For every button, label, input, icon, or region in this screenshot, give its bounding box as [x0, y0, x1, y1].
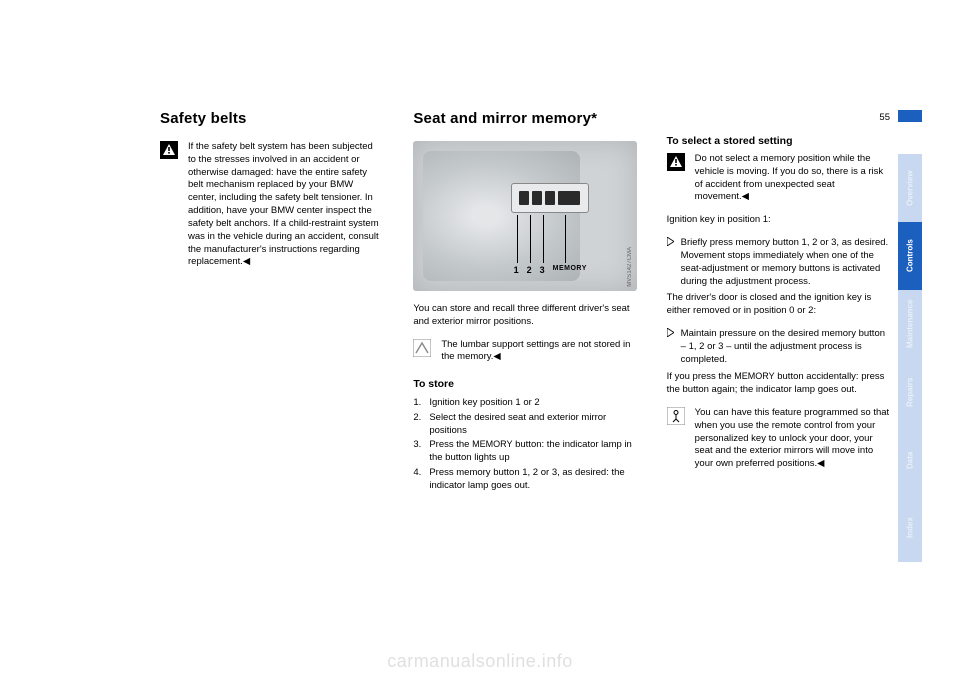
tab-index[interactable]: Index	[898, 494, 922, 562]
callout-line-3	[543, 215, 544, 263]
para-door-closed: The driver's door is closed and the igni…	[667, 292, 890, 318]
tab-repairs[interactable]: Repairs	[898, 358, 922, 426]
store-item-4: 4. Press memory button 1, 2 or 3, as des…	[413, 466, 636, 493]
col-left: Safety belts If the safety belt system h…	[160, 110, 383, 493]
key-memory-icon	[667, 407, 689, 430]
store-item-2: 2. Select the desired seat and exterior …	[413, 411, 636, 438]
tab-data[interactable]: Data	[898, 426, 922, 494]
figure-btn-1	[519, 191, 529, 205]
figure-memory-buttons: 1 2 3 MEMORY MVS1427CMA	[413, 141, 636, 291]
content-area: Safety belts If the safety belt system h…	[160, 110, 890, 638]
bullet-1b: Movement stops immediately when one of t…	[681, 250, 890, 288]
right-warning-text: Do not select a memory position while th…	[695, 153, 890, 204]
side-tabs: Overview Controls Maintenance Repairs Da…	[898, 154, 922, 562]
bullet-1-text: Briefly press memory button 1, 2 or 3, a…	[681, 237, 890, 288]
bullet-1: Briefly press memory button 1, 2 or 3, a…	[667, 237, 890, 288]
corner-marker	[898, 110, 922, 122]
warning-icon	[667, 153, 689, 176]
subheading-to-store: To store	[413, 378, 636, 390]
col-right: To select a stored setting Do not select…	[667, 110, 890, 493]
warning-icon	[160, 141, 182, 164]
store-num-2: 2.	[413, 411, 425, 438]
store-text-4: Press memory button 1, 2 or 3, as desire…	[429, 466, 636, 493]
manual-page: 55 Overview Controls Maintenance Repairs…	[0, 0, 960, 678]
spacer	[667, 110, 890, 135]
ignition-line: Ignition key in position 1:	[667, 214, 890, 227]
key-tip-text: You can have this feature programmed so …	[695, 407, 890, 471]
para3a: If you press the	[667, 371, 735, 382]
callout-label-1: 1	[514, 265, 519, 275]
store-text-1: Ignition key position 1 or 2	[429, 396, 539, 409]
callout-label-memory: MEMORY	[553, 265, 587, 272]
tip-text: The lumbar support settings are not stor…	[441, 339, 636, 365]
figure-callouts: 1 2 3 MEMORY	[509, 215, 591, 281]
center-intro: You can store and recall three different…	[413, 303, 636, 329]
callout-line-2	[530, 215, 531, 263]
callout-label-2: 2	[527, 265, 532, 275]
tab-overview[interactable]: Overview	[898, 154, 922, 222]
heading-seat-mirror: Seat and mirror memory*	[413, 110, 636, 127]
warning-block: If the safety belt system has been subje…	[160, 141, 383, 269]
tip-icon	[413, 339, 435, 362]
tip-block: The lumbar support settings are not stor…	[413, 339, 636, 365]
tab-controls[interactable]: Controls	[898, 222, 922, 290]
figure-memory-panel	[511, 183, 589, 213]
store-item-3: 3. Press the MEMORY button: the indicato…	[413, 438, 636, 465]
store-item-1: 1. Ignition key position 1 or 2	[413, 396, 636, 409]
figure-btn-2	[532, 191, 542, 205]
store-text-3a: Press the	[429, 439, 472, 450]
right-warning-block: Do not select a memory position while th…	[667, 153, 890, 204]
store-text-2: Select the desired seat and exterior mir…	[429, 411, 636, 438]
figure-btn-memory	[558, 191, 580, 205]
callout-line-mem	[565, 215, 566, 263]
figure-credit: MVS1427CMA	[627, 247, 633, 287]
tab-maintenance[interactable]: Maintenance	[898, 290, 922, 358]
bullet-2: Maintain pressure on the desired memory …	[667, 328, 890, 366]
para3-mem: MEMORY	[734, 371, 774, 381]
warning-text: If the safety belt system has been subje…	[188, 141, 383, 269]
watermark: carmanualsonline.info	[0, 651, 960, 672]
para-accidental: If you press the MEMORY button accidenta…	[667, 370, 890, 397]
columns: Safety belts If the safety belt system h…	[160, 110, 890, 493]
store-list: 1. Ignition key position 1 or 2 2. Selec…	[413, 396, 636, 492]
heading-safety-belts: Safety belts	[160, 110, 383, 127]
store-num-3: 3.	[413, 438, 425, 465]
callout-label-3: 3	[540, 265, 545, 275]
callout-line-1	[517, 215, 518, 263]
figure-btn-3	[545, 191, 555, 205]
col-center: Seat and mirror memory* 1	[413, 110, 636, 493]
key-tip-block: You can have this feature programmed so …	[667, 407, 890, 471]
bullet-tri-icon	[667, 237, 675, 288]
store-num-1: 1.	[413, 396, 425, 409]
bullet-1a: Briefly press memory button 1, 2 or 3, a…	[681, 237, 890, 250]
store-text-3-mem: MEMORY	[472, 439, 512, 449]
store-text-3: Press the MEMORY button: the indicator l…	[429, 438, 636, 465]
bullet-tri-icon	[667, 328, 675, 366]
subheading-select: To select a stored setting	[667, 135, 890, 147]
store-num-4: 4.	[413, 466, 425, 493]
bullet-2-text: Maintain pressure on the desired memory …	[681, 328, 890, 366]
